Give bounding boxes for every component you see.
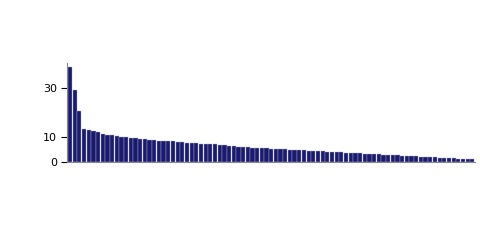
Bar — [236, 147, 240, 162]
Bar — [377, 154, 381, 162]
Bar — [353, 153, 358, 162]
Bar — [190, 143, 194, 162]
Bar — [292, 150, 297, 162]
Bar — [176, 142, 180, 162]
Bar — [396, 155, 400, 162]
Bar — [302, 150, 306, 162]
Bar — [358, 153, 362, 162]
Bar — [325, 152, 329, 162]
Bar — [288, 150, 292, 162]
Bar — [400, 155, 404, 162]
Bar — [241, 147, 245, 162]
Bar — [185, 143, 189, 162]
Bar — [470, 159, 475, 162]
Bar — [409, 156, 414, 162]
Bar — [363, 154, 367, 162]
Bar — [147, 140, 152, 162]
Bar — [171, 142, 175, 162]
Bar — [330, 152, 334, 162]
Bar — [246, 147, 250, 162]
Bar — [260, 148, 264, 162]
Bar — [204, 144, 208, 162]
Bar — [428, 157, 432, 162]
Bar — [466, 159, 470, 162]
Bar — [447, 158, 451, 162]
Bar — [405, 156, 409, 162]
Bar — [297, 150, 301, 162]
Bar — [321, 151, 325, 162]
Bar — [166, 141, 170, 162]
Bar — [133, 138, 138, 162]
Bar — [86, 130, 91, 162]
Bar — [105, 135, 109, 162]
Bar — [335, 152, 339, 162]
Bar — [339, 152, 344, 162]
Bar — [129, 138, 133, 162]
Bar — [442, 158, 446, 162]
Bar — [110, 135, 114, 162]
Bar — [414, 156, 419, 162]
Bar — [143, 140, 147, 162]
Bar — [199, 144, 203, 162]
Bar — [461, 159, 465, 162]
Bar — [438, 158, 442, 162]
Bar — [283, 149, 288, 162]
Bar — [316, 151, 320, 162]
Bar — [157, 141, 161, 162]
Bar — [278, 149, 283, 162]
Bar — [101, 134, 105, 162]
Bar — [419, 157, 423, 162]
Bar — [180, 142, 184, 162]
Bar — [222, 145, 227, 162]
Bar — [227, 146, 231, 162]
Bar — [217, 145, 222, 162]
Bar — [194, 144, 198, 162]
Bar — [213, 144, 217, 162]
Bar — [433, 157, 437, 162]
Bar — [72, 90, 77, 162]
Bar — [372, 154, 376, 162]
Bar — [367, 154, 372, 162]
Bar — [264, 148, 269, 162]
Bar — [423, 157, 428, 162]
Bar — [120, 137, 123, 162]
Bar — [161, 141, 166, 162]
Bar — [124, 137, 128, 162]
Bar — [77, 111, 82, 162]
Bar — [311, 151, 315, 162]
Bar — [344, 153, 348, 162]
Bar — [68, 67, 72, 162]
Bar — [456, 159, 460, 162]
Bar — [269, 149, 273, 162]
Bar — [391, 155, 395, 162]
Bar — [386, 155, 390, 162]
Bar — [255, 148, 259, 162]
Bar — [274, 149, 278, 162]
Bar — [82, 129, 86, 162]
Bar — [91, 131, 96, 162]
Bar — [382, 155, 385, 162]
Bar — [115, 136, 119, 162]
Bar — [208, 144, 213, 162]
Bar — [232, 146, 236, 162]
Bar — [138, 139, 142, 162]
Bar — [348, 153, 353, 162]
Bar — [96, 132, 100, 162]
Bar — [152, 140, 156, 162]
Bar — [452, 158, 456, 162]
Bar — [251, 148, 254, 162]
Bar — [307, 151, 311, 162]
